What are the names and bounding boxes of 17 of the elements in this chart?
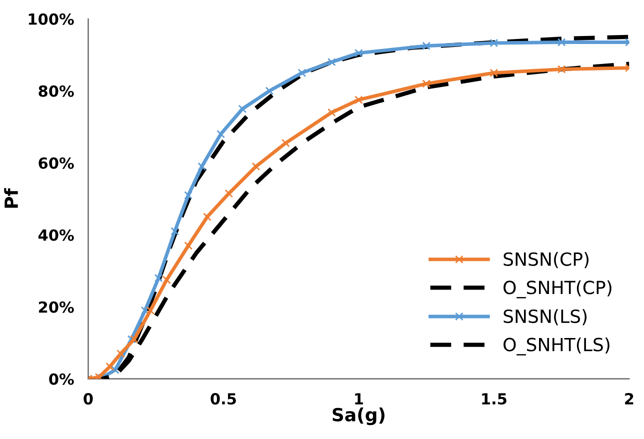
x-axis-title: Sa(g) [332,408,384,426]
legend-label: SNSN(CP) [504,252,589,268]
y-tick-label: 100% [28,13,74,25]
x-tick-label: 0 [84,393,93,405]
y-tick-label: 0% [49,373,74,385]
x-tick-label: 1.5 [482,393,506,405]
y-tick-label: 40% [38,229,74,241]
y-tick-label: 80% [38,85,74,97]
y-tick-label: 60% [38,157,74,169]
x-tick-label: 0.5 [210,393,236,405]
legend-label: O_SNHT(CP) [504,280,612,298]
legend-label: SNSN(LS) [504,309,587,326]
legend-label: O_SNHT(LS) [504,337,610,356]
y-axis-title: Pf [4,188,18,208]
x-tick-label: 2 [625,393,634,404]
y-tick-label: 20% [38,301,74,313]
x-tick-label: 1 [355,393,363,404]
